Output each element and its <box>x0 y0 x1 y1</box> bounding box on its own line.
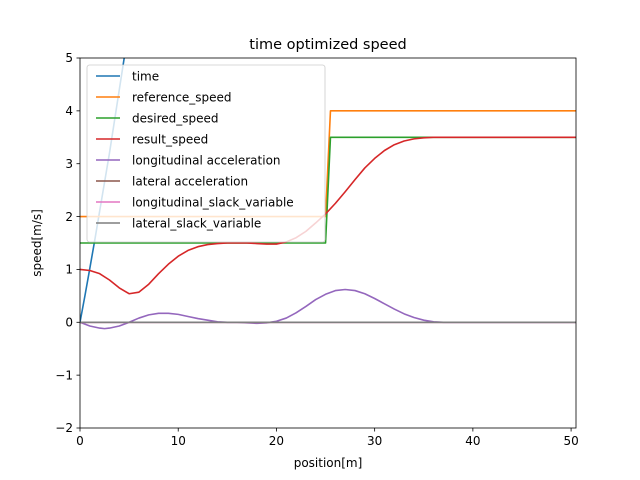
legend-entry-label: time <box>132 69 159 83</box>
x-tick-label: 50 <box>563 434 578 448</box>
legend-entry-label: reference_speed <box>132 90 232 104</box>
y-tick-label: 0 <box>65 315 73 329</box>
y-axis-label: speed[m/s] <box>30 209 44 277</box>
x-axis: 0 10 20 30 40 50 <box>76 428 579 448</box>
x-tick-label: 20 <box>269 434 284 448</box>
x-tick-label: 10 <box>171 434 186 448</box>
legend-entry-label: result_speed <box>132 132 208 146</box>
legend: time reference_speed desired_speed result_s… <box>86 64 326 243</box>
legend-entry-label: lateral acceleration <box>132 174 248 188</box>
x-tick-label: 0 <box>76 434 84 448</box>
series-line-longitudinal-acceleration <box>80 288 576 330</box>
legend-entry-label: lateral_slack_variable <box>132 216 261 230</box>
legend-entry-label: longitudinal_slack_variable <box>132 195 294 209</box>
legend-box <box>86 64 326 243</box>
y-tick-label: 3 <box>65 157 73 171</box>
y-tick-label: 1 <box>65 263 73 277</box>
y-tick-label: 2 <box>65 210 73 224</box>
x-tick-label: 40 <box>465 434 480 448</box>
legend-entry-label: desired_speed <box>132 111 219 125</box>
y-tick-label: −1 <box>55 368 73 382</box>
axes-frame <box>79 57 577 429</box>
y-tick-label: 5 <box>65 51 73 65</box>
x-axis-label: position[m] <box>294 456 363 470</box>
y-tick-label: −2 <box>55 421 73 435</box>
legend-entry-label: longitudinal acceleration <box>132 153 281 167</box>
x-tick-label: 30 <box>367 434 382 448</box>
y-axis: −2 −1 0 1 2 3 4 5 <box>55 51 80 435</box>
y-tick-label: 4 <box>65 104 73 118</box>
chart-title: time optimized speed <box>249 37 406 53</box>
